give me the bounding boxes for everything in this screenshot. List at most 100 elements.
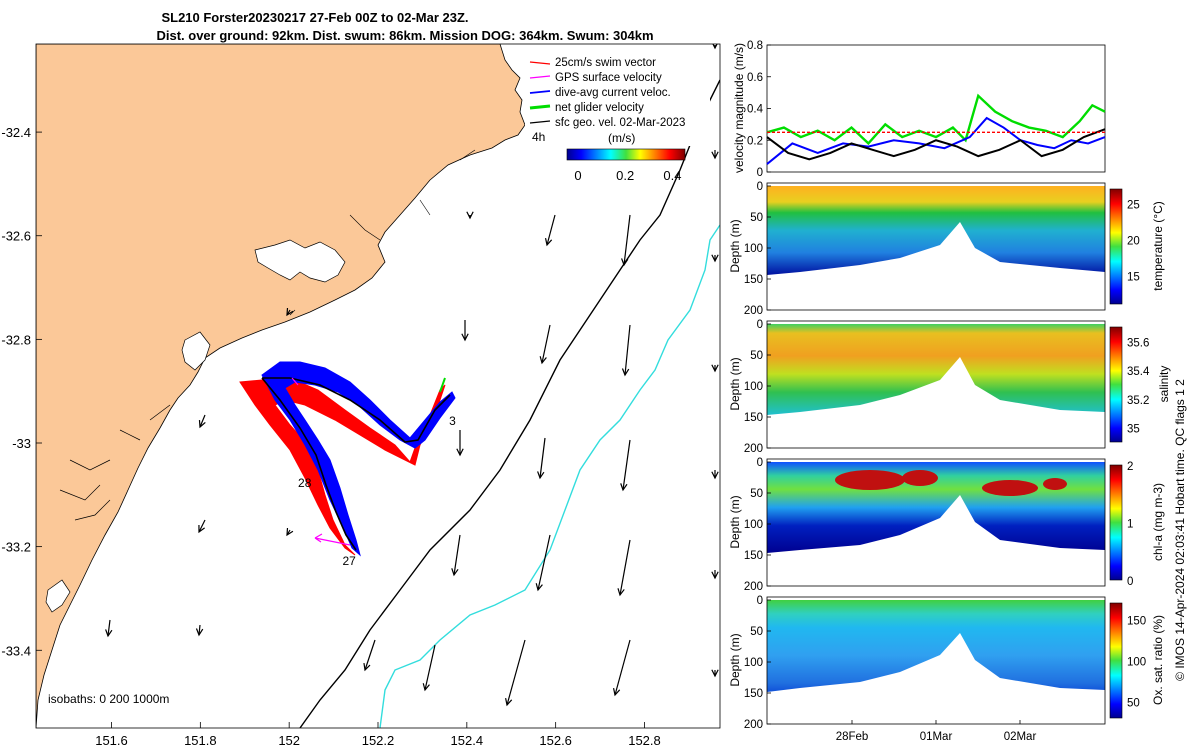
current-arrow (539, 437, 546, 479)
current-arrow-head (451, 568, 459, 577)
speed-colorbar: (m/s) 0 0.2 0.4 (566, 131, 686, 183)
legend-line-net (529, 104, 551, 110)
map-x-tick-label: 151.8 (184, 733, 217, 748)
depth-tick-label: 150 (744, 274, 763, 286)
velocity-series-line (766, 128, 1106, 161)
depth-tick-label: 200 (744, 305, 763, 317)
velocity-y-tick-label: 0 (757, 167, 763, 179)
temperature-cbar-label: temperature (°C) (1151, 201, 1165, 291)
current-arrow (506, 639, 526, 706)
current-arrow (614, 639, 631, 696)
temperature-panel: 0 50 100 150 200 Depth (m) 15 20 25 temperatur… (728, 181, 1165, 317)
current-arrow (453, 534, 461, 576)
isobaths-label: isobaths: 0 200 1000m (48, 692, 169, 706)
velocity-series-line (766, 116, 1106, 165)
legend-line-gps (529, 75, 551, 79)
current-arrow-head (363, 662, 371, 672)
colorbar-tick-label: 100 (1127, 657, 1146, 669)
velocity-y-tick-label: 0.2 (747, 135, 763, 147)
track-labels: 3 28 27 (298, 414, 456, 568)
map-x-tick-label: 151.6 (95, 733, 128, 748)
colorbar-tick-label: 35.4 (1127, 366, 1150, 378)
salinity-ylabel: Depth (m) (728, 357, 742, 410)
temperature-frame (766, 182, 1106, 311)
current-arrow-head (195, 628, 204, 637)
map-y-tick-label: -32.8 (1, 332, 31, 347)
time-tick-label: 01Mar (920, 731, 953, 743)
lake-3 (45, 579, 71, 613)
colorbar-tick-label: 25 (1127, 199, 1140, 211)
current-arrow (541, 324, 551, 364)
velocity-y-ticks: 0 0.2 0.4 0.6 0.8 (747, 40, 771, 179)
legend-label-net: net glider velocity (555, 102, 644, 114)
current-arrow (107, 619, 111, 637)
speed-colorbar-bar (566, 148, 686, 161)
current-arrow (198, 624, 201, 636)
map-y-tick-label: -33.2 (1, 540, 31, 555)
colorbar-tick-label: 35.2 (1127, 395, 1149, 407)
current-arrow-head (456, 448, 464, 457)
map-y-tick-label: -32.4 (1, 125, 31, 140)
current-arrow-head (621, 258, 629, 267)
depth-tick-label: 100 (744, 381, 763, 393)
chla-ylabel: Depth (m) (728, 495, 742, 548)
lake-1 (254, 239, 346, 283)
map-x-tick-label: 152.2 (362, 733, 395, 748)
map-x-tick-label: 152.4 (451, 733, 484, 748)
current-arrow-head (621, 368, 630, 377)
velocity-y-tick-label: 0.8 (747, 40, 763, 52)
depth-tick-label: 0 (757, 595, 763, 607)
colorbar-tick-label: 15 (1127, 271, 1140, 283)
depth-tick-label: 0 (757, 457, 763, 469)
temperature-ylabel: Depth (m) (728, 219, 742, 272)
estuary-lines (59, 404, 171, 521)
velocity-y-tick-label: 0.4 (747, 104, 764, 116)
salinity-frame (766, 320, 1106, 449)
salinity-field (767, 324, 1105, 415)
title-line2: Dist. over ground: 92km. Dist. swum: 86k… (156, 28, 653, 43)
current-arrow (424, 644, 436, 691)
track-label: 27 (342, 554, 356, 568)
temperature-colorbar (1109, 188, 1123, 305)
depth-tick-label: 0 (757, 319, 763, 331)
track-label: 28 (298, 476, 312, 490)
map-y-tick-label: -33.4 (1, 643, 31, 658)
map-x-tick-label: 152.6 (539, 733, 572, 748)
current-arrow-head (712, 44, 718, 50)
legend-label-sfc: sfc geo. vel. 02-Mar-2023 (555, 117, 685, 129)
title-line1: SL210 Forster20230217 27-Feb 00Z to 02-M… (161, 10, 468, 25)
gps-velocity-arrow-2 (291, 377, 299, 386)
map-x-tick-label: 152.8 (628, 733, 661, 748)
current-arrow-head (620, 483, 628, 492)
oxygen-field (767, 600, 1105, 692)
colorbar-tick-label: 150 (1127, 615, 1146, 627)
depth-tick-label: 50 (750, 350, 763, 362)
current-arrow-head (286, 307, 294, 317)
current-arrow-head (617, 588, 625, 597)
current-arrow-head (105, 629, 113, 638)
colorbar-tick-label: 35 (1127, 424, 1140, 436)
current-arrow-head (711, 669, 719, 678)
current-arrow-head (711, 151, 719, 160)
salinity-colorbar-ticks: 35 35.2 35.4 35.6 (1127, 337, 1150, 435)
chla-cbar-label: chl-a (mg m-3) (1151, 483, 1165, 561)
legend-4h: 4h (532, 130, 545, 144)
current-arrow (199, 414, 206, 428)
legend-box (525, 52, 710, 146)
map-x-tick-label: 152 (278, 733, 300, 748)
velocity-panel: 0 0.2 0.4 0.6 0.8 velocity magnitude (m/s) (732, 40, 1106, 179)
current-arrow-head (422, 683, 430, 692)
speed-colorbar-tick: 0 (574, 168, 581, 183)
chla-frame (766, 458, 1106, 587)
current-arrow-head (505, 698, 513, 707)
oxygen-cbar-label: Ox. sat. ratio (%) (1151, 615, 1165, 705)
colorbar-tick-label: 2 (1127, 461, 1133, 473)
current-arrow-head (461, 333, 469, 342)
temperature-y-ticks: 0 50 100 150 200 (744, 181, 771, 317)
depth-tick-label: 150 (744, 412, 763, 424)
track-label: 3 (449, 414, 456, 428)
colorbar-tick-label: 50 (1127, 698, 1140, 710)
colorbar-tick-label: 0 (1127, 576, 1133, 588)
oxygen-panel: 0 50 100 150 200 Depth (m) 50 100 150 Ox. sat.… (728, 595, 1165, 743)
